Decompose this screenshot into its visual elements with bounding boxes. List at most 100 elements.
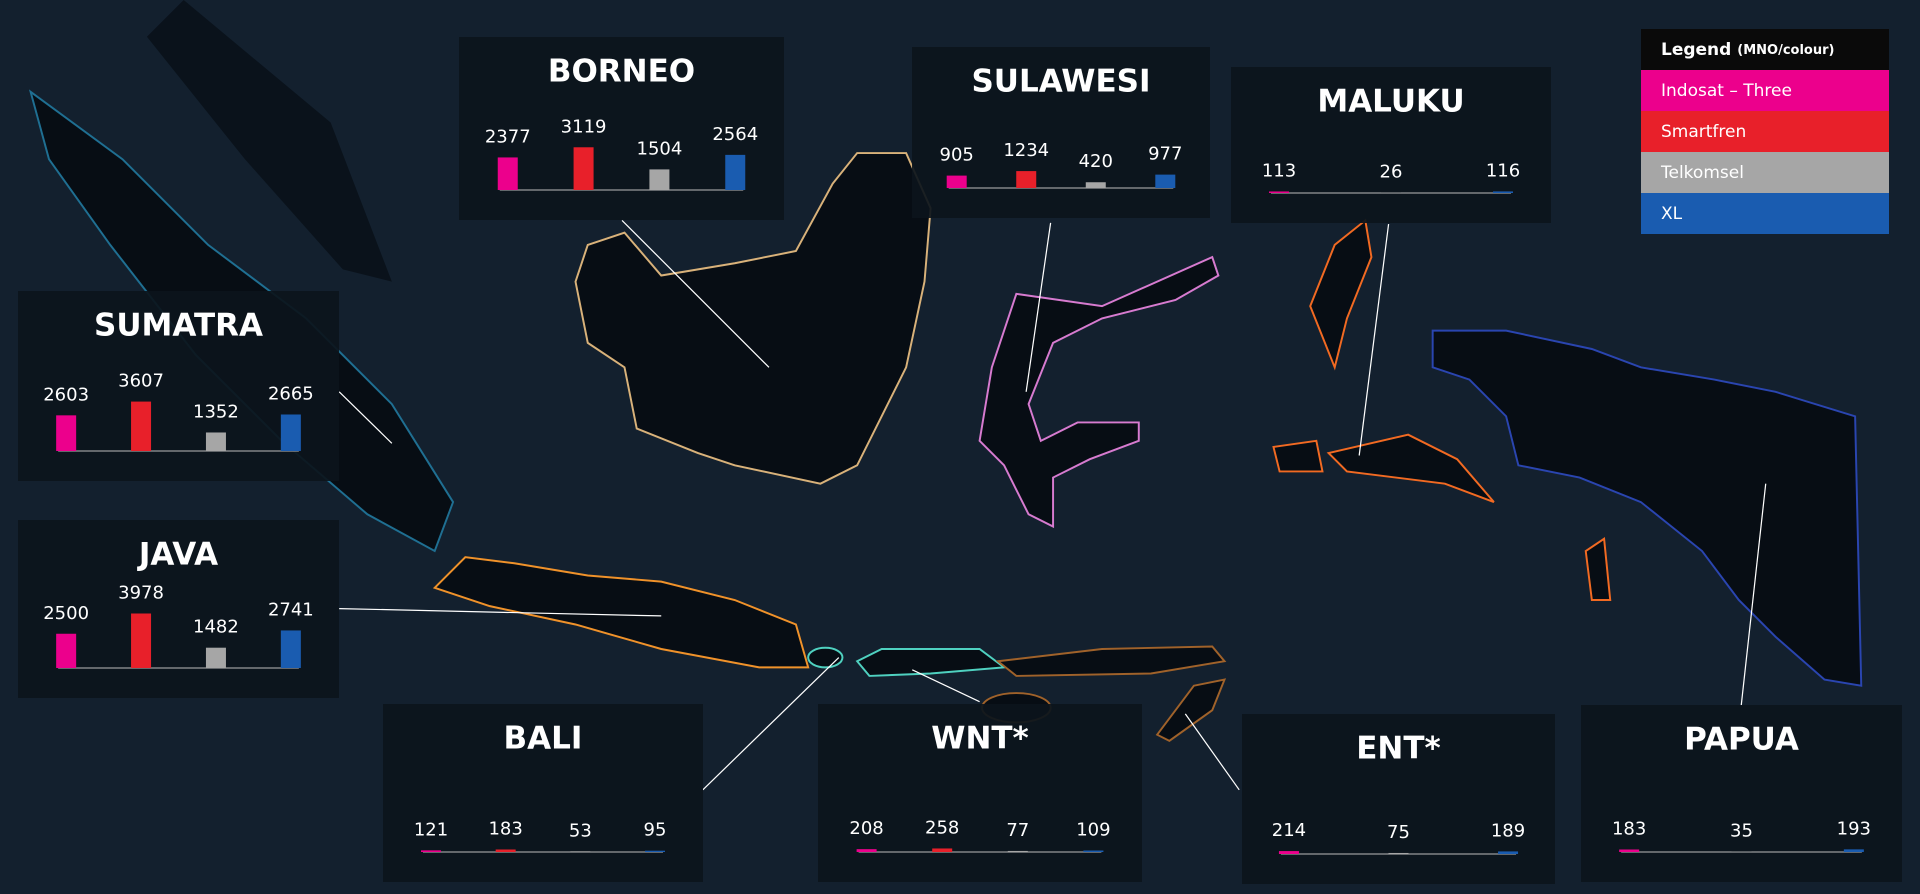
value-label: 3607 — [118, 371, 164, 392]
legend-swatch — [1641, 111, 1889, 152]
leader-line — [1358, 224, 1390, 456]
value-label: 189 — [1491, 820, 1525, 841]
land-peninsula — [146, 0, 392, 282]
value-label: 258 — [925, 817, 959, 838]
leader-line — [1025, 222, 1052, 392]
region-panel: SULAWESI 905 1234 420 977 — [912, 47, 1210, 218]
bar — [205, 647, 226, 668]
value-label: 2665 — [268, 383, 314, 404]
island-wnt — [855, 648, 1007, 677]
value-label: 905 — [940, 145, 974, 166]
value-label: 420 — [1079, 151, 1113, 172]
value-label: 208 — [849, 818, 883, 839]
island-sulawesi — [978, 255, 1220, 529]
bar — [856, 849, 877, 852]
legend-subtitle: (MNO/colour) — [1737, 43, 1834, 58]
bar — [280, 630, 301, 668]
leader-line — [1740, 483, 1767, 706]
region-title: SUMATRA — [94, 308, 263, 344]
bar — [1269, 191, 1289, 193]
leader-line — [621, 219, 770, 368]
island-seram — [1272, 439, 1324, 473]
legend: Legend (MNO/colour) Indosat – Three Smart… — [1641, 29, 1889, 234]
region-title: BALI — [504, 721, 583, 757]
panel-bg — [1242, 714, 1555, 884]
bar — [1155, 174, 1176, 188]
value-label: 3119 — [561, 116, 607, 137]
bar — [1083, 850, 1104, 852]
region-panel: MALUKU 113 26 116 — [1231, 67, 1551, 223]
island-bali — [807, 646, 844, 669]
region-panel: ENT* 214 75 189 — [1242, 714, 1555, 884]
region-panel: SUMATRA 2603 3607 1352 2665 — [18, 291, 339, 481]
bar — [649, 169, 670, 190]
value-label: 1482 — [193, 617, 239, 638]
region-title: JAVA — [137, 537, 218, 573]
value-label: 109 — [1076, 820, 1110, 841]
value-label: 214 — [1272, 820, 1306, 841]
legend-label: Telkomsel — [1660, 163, 1744, 183]
value-label: 977 — [1148, 144, 1182, 165]
bar — [645, 850, 665, 852]
bar — [1007, 850, 1028, 852]
value-label: 2500 — [43, 603, 89, 624]
region-title: MALUKU — [1317, 84, 1464, 120]
value-label: 53 — [569, 820, 592, 841]
bar — [573, 147, 594, 190]
bar — [131, 401, 152, 451]
bar — [1085, 182, 1106, 188]
region-title: ENT* — [1356, 731, 1440, 767]
island-borneo — [574, 152, 932, 485]
region-panel: WNT* 208 258 77 109 — [818, 704, 1142, 882]
value-label: 183 — [1612, 818, 1646, 839]
region-panel: BALI 121 183 53 95 — [383, 704, 703, 882]
bar — [56, 633, 77, 668]
island-tanimbar — [1584, 537, 1612, 601]
region-panel: PAPUA 183 35 193 — [1581, 705, 1902, 882]
bar — [495, 849, 516, 852]
region-title: PAPUA — [1684, 722, 1799, 758]
region-title: SULAWESI — [971, 64, 1150, 100]
bar — [1278, 851, 1299, 854]
value-label: 26 — [1380, 162, 1403, 183]
value-label: 35 — [1730, 821, 1753, 842]
island-java — [432, 556, 810, 669]
value-label: 116 — [1486, 160, 1520, 181]
leader-line — [911, 669, 980, 703]
bar — [205, 432, 226, 451]
island-papua — [1431, 329, 1863, 687]
island-timor — [1155, 678, 1227, 742]
bar — [1016, 171, 1037, 188]
value-label: 121 — [414, 819, 448, 840]
legend-label: Indosat – Three — [1661, 81, 1792, 101]
panel-bg — [1231, 67, 1551, 223]
value-label: 75 — [1387, 822, 1410, 843]
value-label: 77 — [1006, 820, 1029, 841]
leader-line — [702, 657, 840, 791]
leader-lines — [338, 219, 1767, 791]
bar — [421, 850, 441, 852]
region-panel: BORNEO 2377 3119 1504 2564 — [459, 37, 784, 220]
value-label: 193 — [1837, 818, 1871, 839]
leader-line — [338, 391, 393, 444]
region-title: BORNEO — [548, 54, 695, 90]
value-label: 2377 — [485, 126, 531, 147]
bar — [725, 154, 746, 190]
bar — [1388, 852, 1409, 854]
value-label: 3978 — [118, 583, 164, 604]
bar — [56, 415, 77, 451]
value-label: 113 — [1262, 160, 1296, 181]
legend-swatch — [1641, 70, 1889, 111]
legend-swatch — [1641, 152, 1889, 193]
bar — [1619, 849, 1640, 852]
value-label: 95 — [644, 820, 667, 841]
value-label: 183 — [488, 818, 522, 839]
bar — [932, 848, 953, 852]
region-panel: JAVA 2500 3978 1482 2741 — [18, 520, 339, 698]
bar — [1493, 191, 1513, 193]
bar — [497, 157, 518, 190]
legend-label: Smartfren — [1661, 122, 1746, 142]
bar — [131, 613, 152, 668]
island-maluku — [1326, 433, 1495, 503]
island-halmahera — [1309, 218, 1373, 371]
